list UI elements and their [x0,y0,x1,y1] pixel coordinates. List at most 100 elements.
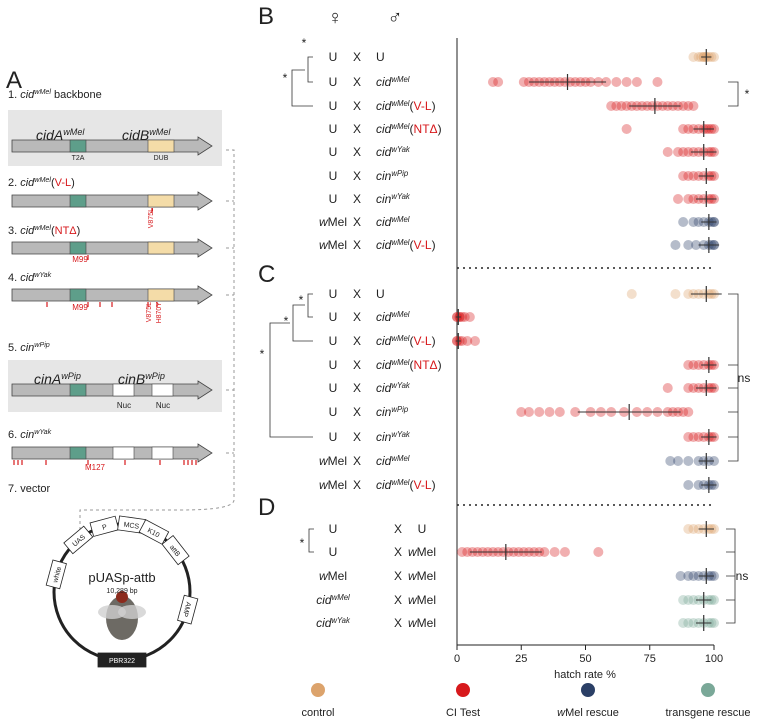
text-segment: cinB [118,371,145,387]
construct-label: Nuc [156,401,170,410]
text-segment: U [376,287,385,301]
construct-title: 3. cidwMel(NTΔ) [8,224,80,237]
text-segment: DUB [154,155,169,162]
data-point [678,147,689,157]
data-point [559,547,570,557]
text-segment: cid [376,145,392,159]
cross-symbol: X [353,238,361,252]
female-genotype: wMel [319,569,347,583]
data-point [693,360,704,370]
text-segment: U [329,430,338,444]
text-segment: Mel [328,569,347,583]
significance-bracket [726,528,736,624]
text-segment: M99 [72,303,88,312]
data-point [673,194,684,204]
male-genotype: wMel [408,545,436,559]
significance-bracket [728,81,739,107]
construct-label: T2A [72,155,85,162]
data-point [709,618,719,628]
male-genotype: cidwMel(V-L) [376,99,436,114]
female-genotype: wMel [319,215,347,229]
text-segment: w [557,707,566,719]
domain-box [147,241,175,255]
text-segment: U [329,381,338,395]
female-genotype: U [329,522,338,536]
text-segment: 6. [8,429,20,441]
construct-title: 6. cinwYak [8,428,52,441]
construct-title: 5. cinwPip [8,341,50,354]
text-segment: U [418,522,427,536]
text-segment: cid [20,89,35,101]
text-segment: cin [20,342,34,354]
data-point [570,407,581,417]
data-point [688,571,699,581]
data-point [459,312,470,322]
part-label: white [52,566,63,585]
male-genotype: U [376,50,385,64]
construct-label: DUB [154,155,169,162]
text-segment: ( [410,238,414,252]
domain-box [69,139,87,153]
gene-arrow [11,191,213,211]
text-segment: wMel [391,454,409,463]
plasmid-part: attB [161,535,190,566]
data-point [469,336,480,346]
construct-title: 4. cidwYak [8,271,52,284]
text-segment: w [408,545,418,559]
text-segment: w [408,616,418,630]
male-genotype: U [418,522,427,536]
data-point [675,571,686,581]
part-box [161,535,190,566]
domain-box [147,194,175,208]
significance-bracket [728,293,739,462]
text-segment: U [329,334,338,348]
male-genotype: cidwMel(NTΔ) [376,122,442,137]
plasmid-size: 10,289 bp [106,588,137,595]
plasmid-part: AMP [177,594,199,625]
text-segment: wMel [63,127,85,137]
female-genotype: U [329,50,338,64]
text-segment: cin [20,429,34,441]
data-point [709,52,719,62]
text-segment: M99 [72,255,88,264]
domain-box [151,446,174,460]
text-segment: ( [410,478,414,492]
data-point [683,571,694,581]
text-segment: NTΔ [414,358,438,372]
text-segment: wMel [391,238,409,247]
data-point [670,289,681,299]
text-segment: w [319,238,329,252]
legend-label: wMel rescue [557,707,619,719]
text-segment: cid [316,616,332,630]
cross-symbol: X [394,593,402,607]
text-segment: Nuc [117,401,131,410]
text-segment: wMel [332,593,350,602]
x-tick-label: 25 [515,653,527,665]
text-segment: U [329,545,338,559]
data-point [523,407,534,417]
significance-label: * [302,36,307,50]
data-point [683,456,694,466]
part-label: MCS [123,522,140,531]
male-genotype: wMel [408,593,436,607]
data-point [688,171,699,181]
legend-swatch [581,683,595,697]
text-segment: ) [438,358,442,372]
text-segment: ( [51,225,55,237]
female-genotype: U [329,75,338,89]
significance-label: * [284,314,289,328]
data-point [678,407,689,417]
cross-symbol: X [353,358,361,372]
cross-symbol: X [353,75,361,89]
text-segment: ) [77,225,81,237]
female-genotype: U [329,405,338,419]
cross-symbol: X [394,545,402,559]
panel-letter: B [258,3,274,30]
construct-background [8,110,222,166]
text-segment: U [329,99,338,113]
data-point [678,171,689,181]
part-label: PBR322 [109,658,135,665]
female-genotype: U [329,310,338,324]
male-genotype: cinwYak [376,192,411,207]
data-point [683,407,694,417]
